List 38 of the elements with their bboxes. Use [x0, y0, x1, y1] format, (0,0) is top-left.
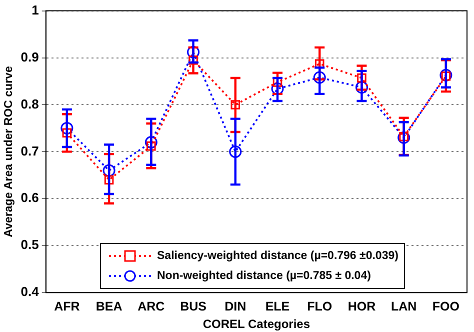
y-tick-label: 0.8 — [20, 96, 39, 112]
y-tick-label: 1 — [32, 2, 39, 18]
point — [144, 136, 158, 149]
point — [104, 175, 114, 185]
y-tick-label: 0.4 — [20, 284, 40, 300]
point — [440, 68, 452, 82]
x-tick-label: DIN — [224, 300, 246, 314]
legend-label: Non-weighted distance (µ=0.785 ± 0.04) — [157, 270, 371, 282]
x-tick-label: FLO — [307, 300, 332, 314]
point — [398, 131, 410, 144]
legend-label: Saliency-weighted distance (µ=0.796 ±0.039) — [157, 250, 398, 262]
point — [146, 141, 156, 151]
x-tick-label: ELE — [265, 300, 290, 314]
point — [102, 164, 116, 177]
x-tick-label: ARC — [138, 300, 165, 314]
y-axis-title: Average Area under ROC curve — [3, 66, 16, 238]
y-tick-label: 0.5 — [20, 237, 39, 252]
point — [188, 55, 198, 65]
point — [272, 78, 282, 87]
point — [229, 145, 242, 158]
point — [313, 71, 326, 84]
point — [230, 100, 240, 110]
y-tick-label: 0.7 — [20, 143, 39, 158]
point — [62, 128, 72, 138]
point — [187, 46, 200, 58]
x-tick-label: AFR — [54, 300, 80, 314]
x-tick-label: LAN — [390, 300, 417, 314]
point — [355, 81, 368, 94]
x-tick-label: HOR — [348, 300, 376, 314]
x-tick-label: BUS — [180, 300, 206, 314]
x-tick-label: FOO — [432, 300, 460, 314]
point — [357, 73, 366, 83]
point — [60, 122, 74, 134]
x-axis-title: COREL Categories — [202, 317, 310, 332]
y-tick-label: 0.9 — [20, 49, 39, 64]
point — [441, 71, 451, 81]
x-tick-label: BEA — [96, 300, 122, 314]
y-tick-label: 0.6 — [20, 190, 39, 206]
